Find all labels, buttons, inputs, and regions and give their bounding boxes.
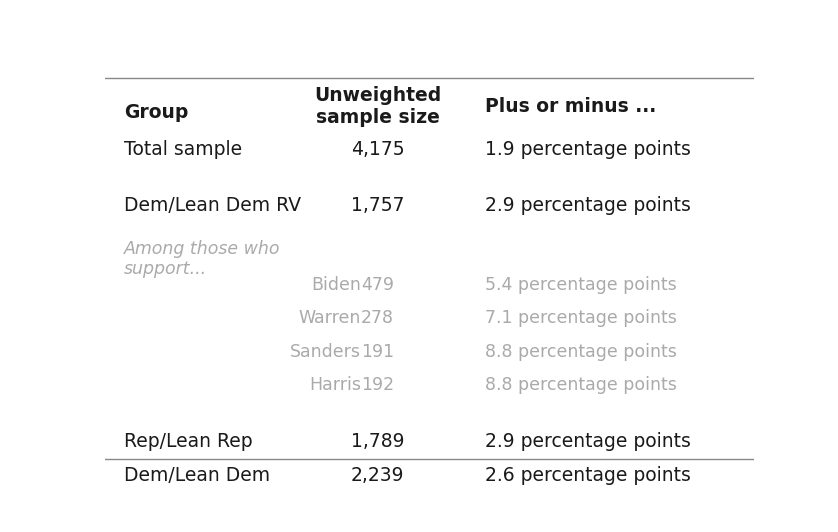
Text: 278: 278 <box>361 309 394 327</box>
Text: Biden: Biden <box>312 276 361 294</box>
Text: 1,757: 1,757 <box>351 196 404 215</box>
Text: 192: 192 <box>361 377 394 394</box>
Text: 1.9 percentage points: 1.9 percentage points <box>484 140 691 160</box>
Text: 191: 191 <box>361 343 394 361</box>
Text: 2.9 percentage points: 2.9 percentage points <box>484 196 691 215</box>
Text: 2,239: 2,239 <box>351 466 404 485</box>
Text: Warren: Warren <box>299 309 361 327</box>
Text: 8.8 percentage points: 8.8 percentage points <box>484 377 676 394</box>
Text: 2.6 percentage points: 2.6 percentage points <box>484 466 691 485</box>
Text: Unweighted
sample size: Unweighted sample size <box>314 86 441 127</box>
Text: Harris: Harris <box>309 377 361 394</box>
Text: 1,789: 1,789 <box>351 432 404 451</box>
Text: Total sample: Total sample <box>124 140 242 160</box>
Text: Dem/Lean Dem: Dem/Lean Dem <box>124 466 271 485</box>
Text: Sanders: Sanders <box>290 343 361 361</box>
Text: 8.8 percentage points: 8.8 percentage points <box>484 343 676 361</box>
Text: 479: 479 <box>361 276 394 294</box>
Text: Plus or minus ...: Plus or minus ... <box>484 97 656 117</box>
Text: 7.1 percentage points: 7.1 percentage points <box>484 309 676 327</box>
Text: 4,175: 4,175 <box>351 140 404 160</box>
Text: Among those who
support...: Among those who support... <box>124 239 281 278</box>
Text: Dem/Lean Dem RV: Dem/Lean Dem RV <box>124 196 302 215</box>
Text: Group: Group <box>124 104 189 122</box>
Text: 5.4 percentage points: 5.4 percentage points <box>484 276 676 294</box>
Text: 2.9 percentage points: 2.9 percentage points <box>484 432 691 451</box>
Text: Rep/Lean Rep: Rep/Lean Rep <box>124 432 253 451</box>
